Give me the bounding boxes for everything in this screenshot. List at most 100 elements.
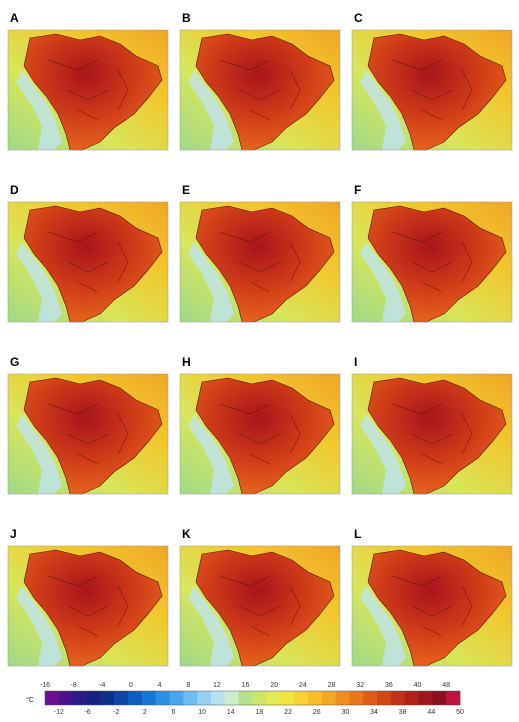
map-frame	[179, 373, 341, 495]
panel-label: G	[10, 355, 19, 369]
colorbar-label: 40	[414, 682, 422, 689]
colorbar-segment	[349, 691, 364, 705]
colorbar-label: 48	[442, 682, 450, 689]
colorbar-label: 24	[299, 682, 307, 689]
map-panel	[7, 373, 169, 495]
borders	[219, 403, 301, 465]
map-panel	[179, 373, 341, 495]
colorbar-label: 14	[227, 709, 235, 716]
colorbar-frame	[44, 690, 461, 706]
map-panel	[7, 29, 169, 151]
colorbar-label: 12	[213, 682, 221, 689]
colorbar-segment	[58, 691, 73, 705]
continent	[195, 549, 335, 667]
colorbar-segment	[155, 691, 170, 705]
map-panel	[351, 373, 513, 495]
map-frame	[179, 29, 341, 151]
pacific-coast	[16, 242, 62, 322]
colorbar-label: 2	[143, 709, 147, 716]
borders	[219, 59, 301, 121]
colorbar-unit: °C	[26, 696, 34, 704]
map-panel	[179, 29, 341, 151]
colorbar-segment	[446, 691, 461, 705]
panel-label: K	[182, 527, 191, 541]
colorbar-segment	[45, 691, 60, 705]
borders	[391, 231, 473, 293]
continent	[23, 377, 163, 495]
colorbar-segment	[418, 691, 433, 705]
colorbar-label: -6	[84, 709, 90, 716]
pacific-coast	[16, 70, 62, 150]
map-panel	[7, 545, 169, 667]
colorbar-segment	[197, 691, 212, 705]
colorbar-label: -4	[99, 682, 105, 689]
borders	[47, 231, 129, 293]
map-frame	[7, 545, 169, 667]
panel-label: I	[354, 355, 357, 369]
colorbar-label: 18	[256, 709, 264, 716]
map-frame	[351, 545, 513, 667]
colorbar-label: -12	[54, 709, 64, 716]
map-frame	[7, 29, 169, 151]
colorbar-segment	[307, 691, 322, 705]
colorbar-label: 50	[456, 709, 464, 716]
colorbar-label: 30	[341, 709, 349, 716]
colorbar-label: 22	[284, 709, 292, 716]
pacific-coast	[188, 586, 234, 666]
panel-label: F	[354, 183, 361, 197]
continent	[367, 377, 507, 495]
borders	[219, 575, 301, 637]
colorbar-segment	[169, 691, 184, 705]
colorbar-label: 36	[385, 682, 393, 689]
continent	[195, 205, 335, 323]
continent	[23, 33, 163, 151]
continent	[23, 205, 163, 323]
colorbar-label: 44	[427, 709, 435, 716]
colorbar-segment	[114, 691, 129, 705]
colorbar-label: -2	[113, 709, 119, 716]
borders	[47, 403, 129, 465]
panel-label: B	[182, 11, 191, 25]
colorbar-label: 0	[129, 682, 133, 689]
colorbar-label: -16	[40, 682, 50, 689]
colorbar-segment	[86, 691, 101, 705]
colorbar-segment	[100, 691, 115, 705]
map-frame	[351, 201, 513, 323]
colorbar-segment	[404, 691, 419, 705]
colorbar-label: 26	[313, 709, 321, 716]
colorbar-label: 8	[186, 682, 190, 689]
map-panel	[351, 29, 513, 151]
map-frame	[179, 545, 341, 667]
borders	[391, 403, 473, 465]
colorbar-label: 16	[242, 682, 250, 689]
colorbar-label: 4	[158, 682, 162, 689]
borders	[219, 231, 301, 293]
colorbar-segment	[141, 691, 156, 705]
borders	[47, 575, 129, 637]
colorbar-segment	[252, 691, 267, 705]
borders	[47, 59, 129, 121]
pacific-coast	[188, 414, 234, 494]
continent	[367, 33, 507, 151]
pacific-coast	[360, 70, 406, 150]
colorbar-label: 20	[270, 682, 278, 689]
map-frame	[7, 373, 169, 495]
panel-label: D	[10, 183, 19, 197]
panel-label: J	[10, 527, 17, 541]
colorbar-segment	[128, 691, 143, 705]
colorbar-label: 34	[370, 709, 378, 716]
map-frame	[7, 201, 169, 323]
panel-label: E	[182, 183, 190, 197]
continent	[367, 205, 507, 323]
map-panel	[179, 201, 341, 323]
colorbar-segment	[72, 691, 87, 705]
pacific-coast	[16, 586, 62, 666]
continent	[195, 33, 335, 151]
panel-label: A	[10, 11, 19, 25]
map-panel	[179, 545, 341, 667]
borders	[391, 59, 473, 121]
colorbar-segment	[224, 691, 239, 705]
colorbar-label: -8	[71, 682, 77, 689]
map-frame	[351, 29, 513, 151]
